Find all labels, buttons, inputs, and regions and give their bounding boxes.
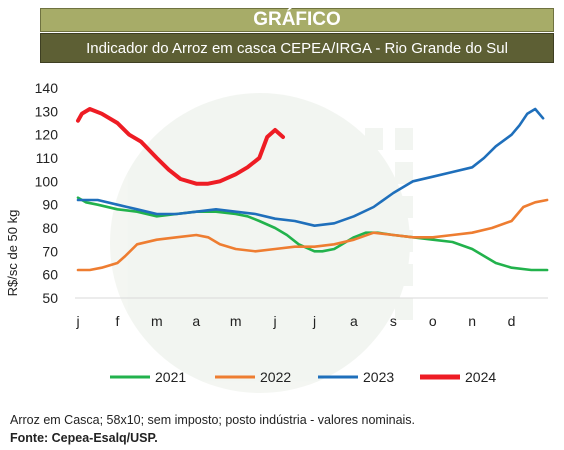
watermark-block [305,128,323,150]
x-tick-label: a [192,313,200,329]
y-tick-label: 120 [35,127,59,143]
y-tick-label: 50 [42,290,58,306]
x-tick-label: f [115,313,119,329]
watermark-block [215,128,233,150]
chart-axes: 50 60 70 80 90 100 110 120 130 140 j f m a m j j a s o n d [35,80,548,329]
y-tick-label: 110 [36,150,59,166]
x-tick-label: a [350,313,358,329]
y-tick-label: 130 [35,103,59,119]
legend-label: 2023 [363,369,394,385]
watermark-block [395,162,413,184]
chart-banner: GRÁFICO [40,8,554,32]
series-line-2024 [76,107,285,186]
watermark-block [335,264,353,286]
x-tick-label: n [468,313,476,329]
y-tick-label: 80 [42,220,58,236]
watermark-block [305,298,323,320]
x-tick-label: o [429,313,437,329]
watermark-block [275,196,293,218]
series-line-2022 [76,198,549,272]
x-tick-label: m [151,313,163,329]
watermark-logo [110,93,413,393]
watermark-block [395,230,413,252]
watermark-block [245,298,263,320]
chart-title: Indicador do Arroz em casca CEPEA/IRGA -… [40,33,554,63]
watermark-block [335,128,353,150]
x-tick-label: m [230,313,242,329]
watermark-block [395,196,413,218]
watermark-block [305,196,323,218]
watermark-block [215,264,233,286]
y-tick-label: 140 [35,80,59,96]
x-tick-label: j [75,313,79,329]
y-tick-label: 60 [42,267,58,283]
watermark-block [305,162,323,184]
watermark-block [275,264,293,286]
watermark-block [365,264,383,286]
watermark-block [215,196,233,218]
watermark-block [365,298,383,320]
watermark-block [395,298,413,320]
watermark-block [245,128,263,150]
chart-source: Fonte: Cepea-Esalq/USP. [10,431,158,445]
series-line-2023 [76,107,545,227]
watermark-block [245,230,263,252]
legend-label: 2022 [260,369,291,385]
watermark-block [365,128,383,150]
x-tick-label: j [312,313,316,329]
watermark-block [335,298,353,320]
x-tick-label: j [273,313,277,329]
watermark-block [245,264,263,286]
watermark-block [395,264,413,286]
watermark-block [275,162,293,184]
watermark-block [335,162,353,184]
chart-note: Arroz em Casca; 58x10; sem imposto; post… [10,413,416,427]
line-chart: 50 60 70 80 90 100 110 120 130 140 j f m a m j j a s o n d 20… [5,80,549,393]
y-tick-label: 100 [35,173,59,189]
y-tick-label: 90 [42,197,58,213]
legend-label: 2021 [155,369,186,385]
watermark-block [335,196,353,218]
y-tick-label: 70 [42,243,58,259]
y-axis-label: R$/sc de 50 kg [5,210,20,297]
watermark-block [305,264,323,286]
chart-legend: 2021 2022 2023 2024 [110,369,496,385]
series-line-2021 [76,196,549,272]
watermark-block [275,298,293,320]
chart-series [76,107,549,272]
watermark-block [215,298,233,320]
x-tick-label: d [508,313,516,329]
legend-label: 2024 [465,369,496,385]
watermark-block [395,128,413,150]
watermark-block [365,162,383,184]
x-tick-label: s [390,313,397,329]
